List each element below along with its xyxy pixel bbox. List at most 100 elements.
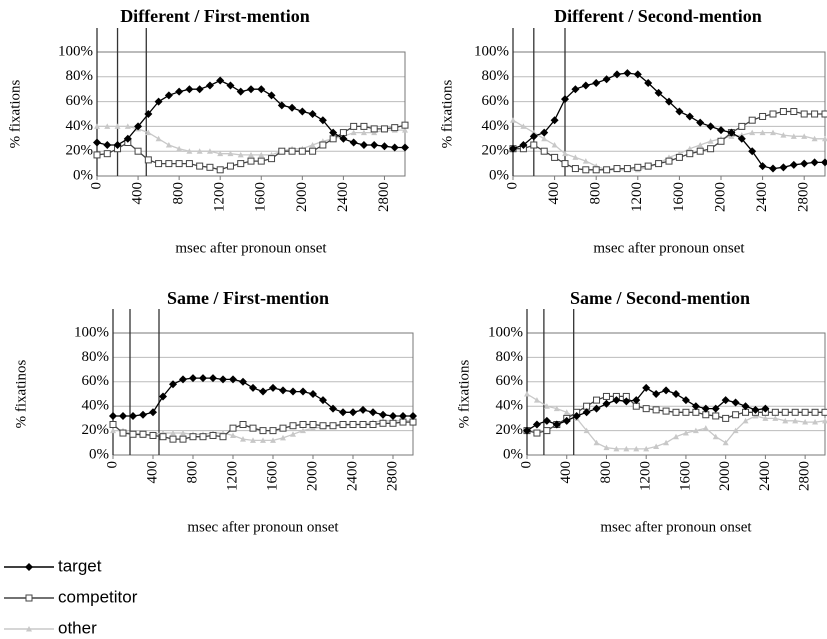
marker-square (103, 150, 111, 158)
marker-square (644, 162, 652, 170)
marker-square (759, 112, 767, 120)
marker-triangle (360, 129, 367, 136)
marker-square (155, 160, 163, 168)
x-axis-label: msec after pronoun onset (175, 240, 327, 256)
marker-diamond (602, 75, 611, 84)
marker-triangle (562, 150, 568, 157)
marker-triangle (541, 135, 548, 142)
marker-square (662, 407, 670, 415)
marker-square (686, 150, 694, 158)
marker-diamond (119, 411, 127, 420)
marker-triangle (350, 129, 357, 136)
marker-diamond (701, 404, 710, 413)
marker-diamond (390, 143, 399, 152)
chart-title: Same / First-mention (167, 288, 329, 308)
marker-diamond (209, 374, 217, 383)
marker-triangle (712, 433, 719, 440)
marker-triangle (237, 151, 244, 158)
x-axis-label: msec after pronoun onset (600, 519, 752, 535)
marker-diamond (654, 88, 663, 97)
marker-square (696, 147, 704, 155)
marker-triangle (520, 123, 527, 129)
marker-triangle (270, 437, 276, 443)
x-tick-label: 2400 (344, 461, 360, 491)
marker-diamond (257, 85, 266, 94)
marker-triangle (792, 417, 799, 424)
marker-diamond (164, 91, 173, 100)
marker-diamond (277, 101, 286, 110)
marker-square (247, 157, 255, 165)
marker-diamond (339, 408, 347, 417)
marker-triangle (553, 405, 560, 412)
marker-triangle (692, 427, 699, 434)
marker-diamond (159, 392, 167, 401)
marker-square (401, 121, 409, 129)
marker-diamond (613, 70, 621, 79)
marker-triangle (186, 148, 193, 154)
marker-triangle (749, 129, 756, 136)
marker-square (540, 147, 548, 155)
x-tick-label: 2000 (294, 182, 310, 212)
marker-diamond (129, 411, 137, 420)
marker-diamond (205, 81, 214, 90)
marker-square (800, 110, 808, 118)
marker-diamond (672, 390, 680, 398)
marker-diamond (359, 405, 367, 414)
legend-label: other (58, 618, 97, 637)
marker-triangle (673, 433, 679, 440)
x-tick-label: 800 (171, 182, 187, 205)
marker-triangle (822, 417, 827, 424)
marker-triangle (227, 150, 234, 157)
marker-square (329, 422, 337, 430)
marker-triangle (759, 129, 766, 136)
marker-triangle (782, 417, 789, 424)
marker-diamond (369, 408, 377, 417)
marker-diamond (612, 396, 621, 405)
y-tick-label: 100% (74, 324, 109, 340)
marker-diamond (665, 97, 673, 106)
marker-triangle (280, 434, 286, 441)
x-tick-label: 400 (144, 461, 160, 484)
marker-triangle (663, 439, 670, 446)
x-tick-label: 0 (518, 461, 534, 469)
marker-diamond (741, 402, 750, 411)
marker-diamond (236, 87, 245, 96)
marker-triangle (258, 151, 265, 158)
marker-square (149, 431, 157, 439)
marker-square (237, 160, 245, 168)
marker-diamond (523, 426, 531, 435)
marker-diamond (370, 141, 379, 149)
marker-diamond (662, 386, 671, 395)
marker-diamond (769, 164, 777, 173)
marker-diamond (561, 95, 569, 104)
marker-diamond (675, 107, 684, 116)
y-tick-label: 40% (496, 398, 524, 414)
marker-triangle (260, 437, 266, 443)
marker-diamond (195, 85, 204, 94)
marker-triangle (165, 142, 172, 148)
marker-diamond (552, 420, 561, 429)
marker-square (25, 594, 33, 602)
marker-square (379, 419, 387, 427)
y-axis-label: % fixations (439, 79, 455, 148)
marker-diamond (103, 141, 112, 149)
marker-diamond (758, 162, 767, 171)
marker-square (309, 147, 317, 155)
series-group (109, 418, 417, 443)
marker-triangle (170, 430, 176, 436)
x-tick-label: 400 (546, 182, 562, 205)
series-group (109, 374, 417, 420)
marker-triangle (572, 154, 579, 160)
marker-triangle (707, 138, 714, 144)
marker-triangle (582, 158, 589, 164)
marker-diamond (685, 112, 694, 121)
marker-triangle (250, 437, 256, 443)
marker-square (811, 408, 819, 416)
marker-square (369, 421, 377, 428)
marker-triangle (812, 419, 819, 425)
marker-diamond (226, 81, 235, 90)
marker-square (623, 165, 631, 173)
marker-diamond (189, 374, 197, 383)
x-tick-label: 400 (558, 461, 574, 484)
marker-square (249, 424, 257, 432)
